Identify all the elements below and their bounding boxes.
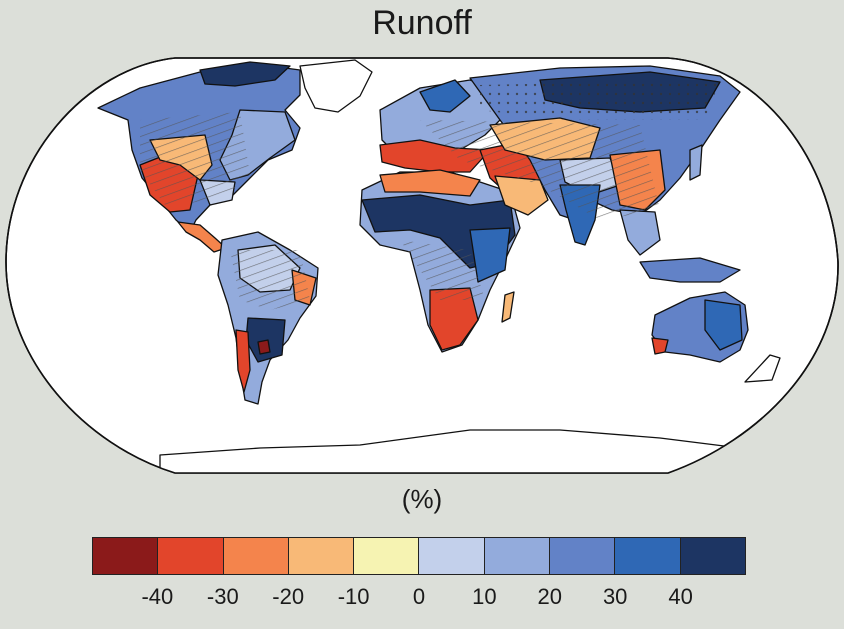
japan [689,144,703,181]
colorbar-tick-label: 20 [537,584,563,609]
australia-east [704,299,743,351]
colorbar-swatch [288,538,355,574]
stippling-siberia [480,80,720,120]
colorbar-swatch [484,538,551,574]
north-africa [379,169,481,197]
east-africa [469,227,511,283]
new-zealand [744,354,781,383]
colorbar-tick-label: -30 [206,584,239,609]
colorbar-swatch [615,538,681,574]
indonesia [639,257,741,283]
colorbar-swatch [93,538,159,574]
madagascar [501,291,515,323]
colorbar-tick-label: 0 [412,584,426,609]
hatching-eurasia [420,120,660,220]
colorbar-swatch [550,538,616,574]
world-map [5,57,839,474]
colorbar [92,537,746,575]
southern-europe [379,139,491,173]
chart-title: Runoff [372,4,472,42]
colorbar-swatch [223,538,289,574]
colorbar-tick-label: -10 [337,584,370,609]
arctic-canada [199,61,291,87]
colorbar-tick-label: 10 [472,584,497,609]
hatching-south-america [230,250,310,310]
hatching-north-america [140,112,250,205]
colorbar-tick-label: -20 [272,584,305,609]
colorbar-tick-label: 30 [602,584,628,609]
australia-southwest [651,337,669,355]
central-america [177,221,227,253]
colorbar-tick-label: -40 [141,584,174,609]
colorbar-tick-label: 40 [668,584,693,609]
hatching-africa [400,240,485,300]
colorbar-swatch [680,538,745,574]
south-america-hotspot [257,339,271,355]
antarctica [159,429,839,473]
colorbar-swatch [354,538,420,574]
units-label: (%) [401,484,443,514]
scandinavia [419,79,471,113]
greenland [299,59,373,113]
colorbar-swatch [419,538,485,574]
colorbar-swatch [158,538,224,574]
south-america-chile [235,329,251,393]
